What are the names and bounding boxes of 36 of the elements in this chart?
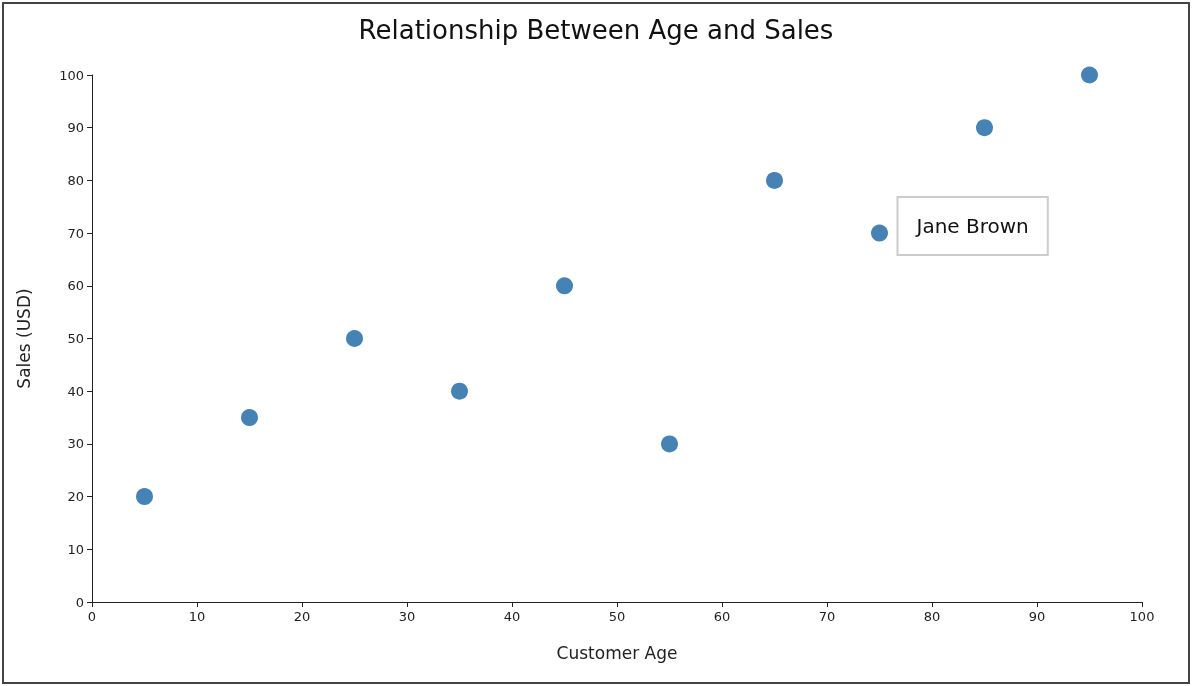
- point: [136, 488, 153, 506]
- point: [766, 171, 783, 189]
- y-tick-label: 50: [67, 331, 84, 346]
- point: [661, 435, 678, 453]
- y-tick-label: 10: [67, 541, 84, 557]
- x-tick-label: 30: [398, 609, 416, 624]
- point: [556, 277, 573, 295]
- y-axis-title: Sales (USD): [13, 288, 34, 389]
- point: [241, 409, 258, 427]
- y-tick-label: 90: [67, 120, 84, 136]
- point: [976, 119, 993, 137]
- y-tick-label: 0: [75, 594, 84, 610]
- x-axis-title: Customer Age: [556, 642, 678, 663]
- annotation: Jane Brown: [914, 214, 1029, 239]
- y-tick-label: 40: [67, 383, 84, 399]
- y-tick-label: 60: [67, 278, 84, 294]
- point: [871, 224, 888, 242]
- x-tick-label: 40: [503, 609, 521, 624]
- y-tick-label: 70: [67, 225, 84, 241]
- x-tick-label: 70: [818, 609, 836, 624]
- x-tick-label: 80: [923, 609, 941, 624]
- point: [451, 382, 468, 400]
- y-tick-label: 20: [67, 489, 84, 505]
- point: [1081, 66, 1098, 84]
- x-tick-label: 20: [293, 609, 311, 624]
- x-tick-label: 0: [87, 609, 97, 624]
- y-tick-label: 100: [59, 67, 84, 83]
- x-tick-label: 50: [608, 609, 626, 624]
- y-tick-label: 80: [67, 172, 84, 188]
- x-tick-label: 90: [1028, 609, 1046, 624]
- y-tick-label: 30: [67, 436, 84, 452]
- x-tick-label: 60: [713, 609, 731, 624]
- x-tick-label: 10: [188, 609, 206, 624]
- chart-title: Relationship Between Age and Sales: [358, 15, 834, 45]
- x-tick-label: 100: [1129, 609, 1155, 624]
- point: [346, 330, 363, 347]
